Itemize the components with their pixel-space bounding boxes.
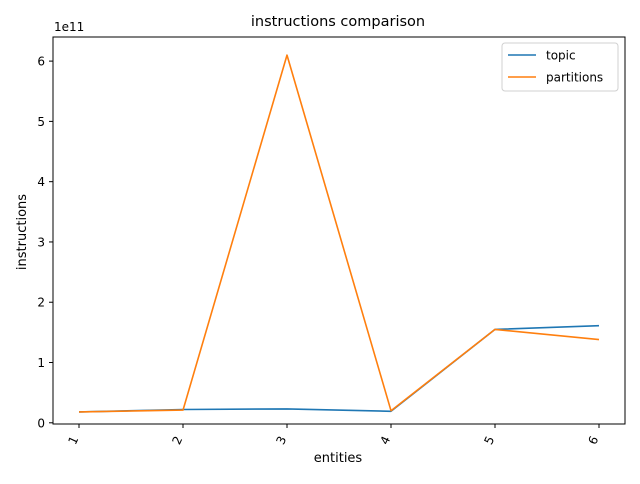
y-tick-label: 4	[37, 175, 45, 189]
x-tick-label: 3	[273, 434, 289, 447]
y-tick-label: 6	[37, 55, 45, 69]
plot-frame	[52, 36, 626, 425]
x-tick-label: 1	[65, 434, 81, 447]
y-tick-label: 2	[37, 296, 45, 310]
y-axis-label: instructions	[15, 194, 30, 270]
x-axis-label: entities	[314, 451, 363, 466]
y-tick-label: 3	[37, 235, 45, 249]
y-tick-label: 0	[37, 416, 45, 430]
legend-label-topic: topic	[546, 49, 576, 63]
x-tick-label: 2	[169, 434, 185, 447]
chart-title: instructions comparison	[251, 14, 425, 30]
y-tick-label: 5	[37, 115, 45, 129]
series-line-topic	[78, 324, 600, 413]
legend-label-partitions: partitions	[546, 71, 603, 85]
series-line-partitions	[78, 54, 600, 413]
legend: topic partitions	[501, 42, 619, 92]
x-tick-label: 5	[481, 434, 497, 447]
y-tick-label: 1	[37, 356, 45, 370]
x-tick-label: 4	[377, 434, 393, 447]
x-tick-label: 6	[585, 434, 601, 447]
y-offset-label: 1e11	[54, 20, 84, 34]
